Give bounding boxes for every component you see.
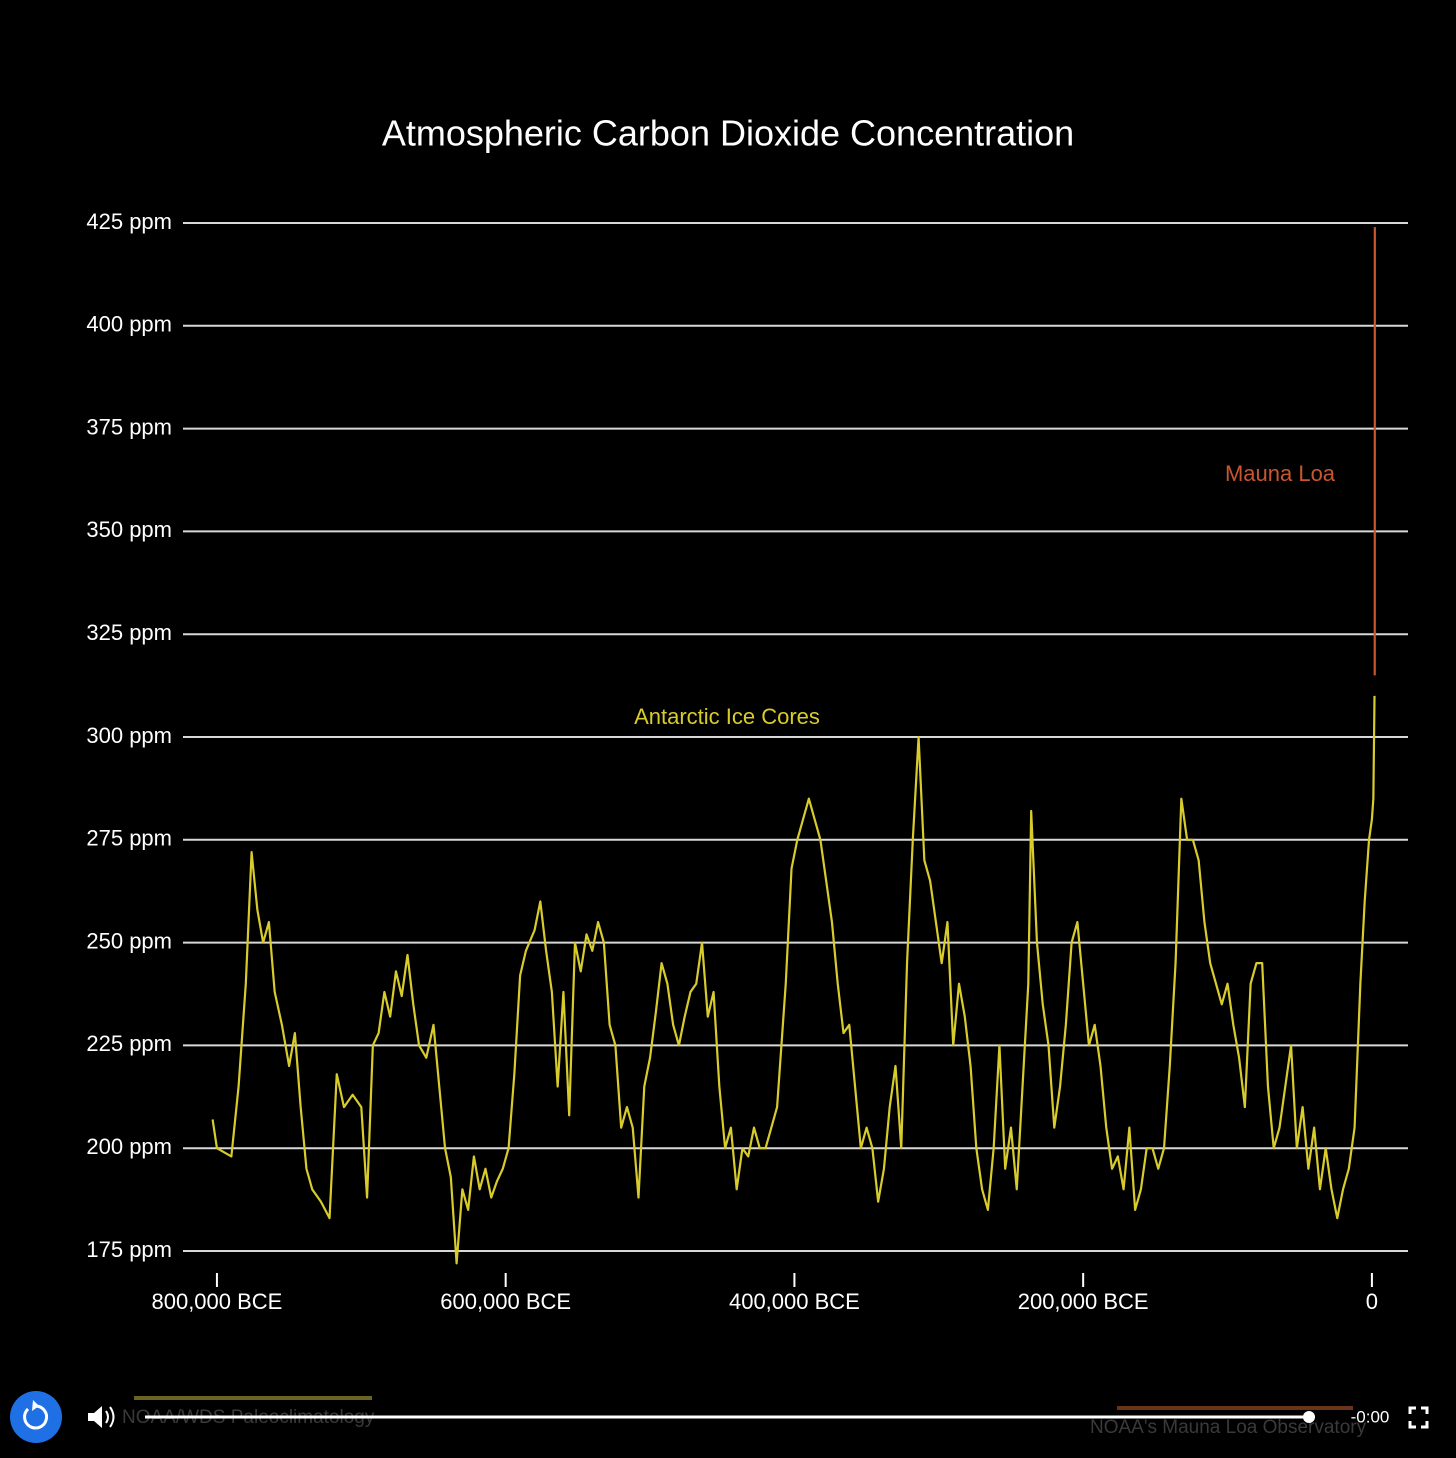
y-tick-label: 300 ppm [86, 723, 172, 748]
x-tick-label: 200,000 BCE [1018, 1289, 1149, 1314]
y-tick-label: 375 ppm [86, 414, 172, 439]
progress-knob[interactable] [1303, 1411, 1315, 1423]
x-tick-label: 400,000 BCE [729, 1289, 860, 1314]
replay-icon-arrow [32, 1400, 39, 1411]
data-line [211, 695, 1376, 1265]
volume-waves [105, 1406, 115, 1428]
x-tick-label: 800,000 BCE [151, 1289, 282, 1314]
y-tick-label: 325 ppm [86, 620, 172, 645]
y-tick-label: 200 ppm [86, 1134, 172, 1159]
y-tick-label: 425 ppm [86, 209, 172, 234]
y-tick-label: 400 ppm [86, 312, 172, 337]
chart-title: Atmospheric Carbon Dioxide Concentration [382, 113, 1074, 154]
source-label: NOAA's Mauna Loa Observatory [1090, 1417, 1367, 1438]
y-tick-label: 250 ppm [86, 928, 172, 953]
series-label: Antarctic Ice Cores [634, 704, 820, 729]
replay-button[interactable] [10, 1391, 62, 1443]
y-tick-label: 275 ppm [86, 826, 172, 851]
x-tick-label: 600,000 BCE [440, 1289, 571, 1314]
y-tick-label: 175 ppm [86, 1237, 172, 1262]
series-label: Mauna Loa [1225, 461, 1336, 486]
volume-button[interactable] [88, 1406, 102, 1428]
replay-icon [23, 1404, 49, 1430]
x-tick-label: 0 [1366, 1289, 1378, 1314]
time-remaining: -0:00 [1351, 1407, 1390, 1426]
fullscreen-button[interactable] [1408, 1406, 1429, 1429]
y-tick-label: 350 ppm [86, 517, 172, 542]
player-controls: NOAA/WDS Paleoclimatology NOAA's Mauna L… [10, 1391, 1429, 1443]
y-tick-label: 225 ppm [86, 1031, 172, 1056]
